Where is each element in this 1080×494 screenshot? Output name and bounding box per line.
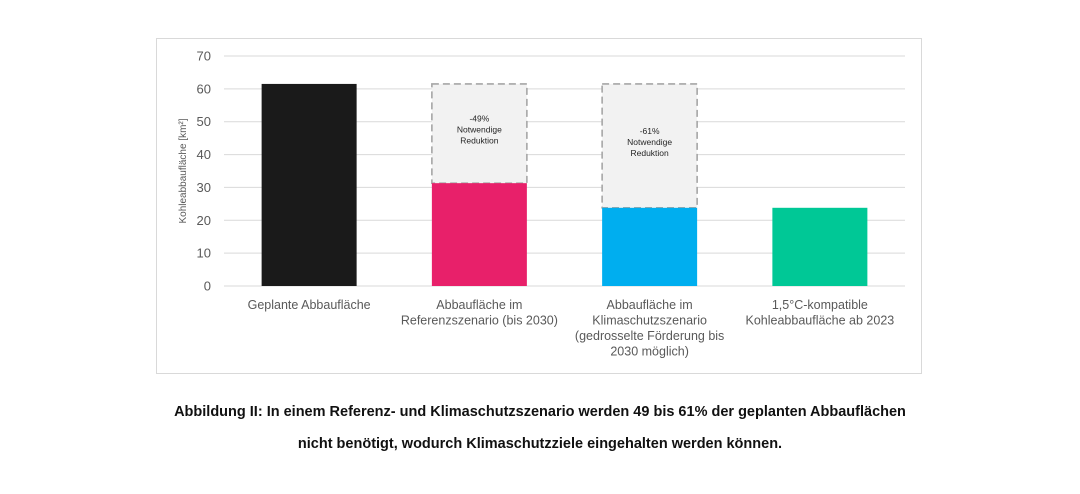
bar	[431, 183, 527, 286]
y-tick-label: 50	[197, 114, 211, 129]
reduction-label: Reduktion	[460, 136, 499, 146]
y-tick-label: 60	[197, 81, 211, 96]
y-tick-label: 40	[197, 147, 211, 162]
y-tick-label: 10	[197, 246, 211, 261]
caption-line-1: Abbildung II: In einem Referenz- und Kli…	[174, 404, 906, 420]
reduction-label: -49%	[469, 114, 489, 124]
x-category-label: Geplante Abbaufläche	[248, 298, 371, 312]
y-axis-label: Kohleabbaufläche [km²]	[178, 118, 189, 223]
x-category-label: Abbaufläche im	[436, 298, 522, 312]
reduction-box	[431, 83, 528, 184]
y-tick-label: 30	[197, 180, 211, 195]
reduction-box	[601, 83, 698, 209]
x-category-label: Klimaschutzszenario	[592, 314, 707, 328]
x-category-label: 1,5°C-kompatible	[772, 298, 868, 312]
bar-chart: 0 10 20 30 40 50 60 70 Kohleabbaufläche [km²] Gep…	[178, 49, 905, 359]
x-category-label: Kohleabbaufläche ab 2023	[746, 314, 895, 328]
x-category-label: Referenzszenario (bis 2030)	[401, 314, 558, 328]
x-category-label: (gedrosselte Förderung bis	[575, 329, 724, 343]
chart-frame: 0 10 20 30 40 50 60 70 Kohleabbaufläche [km²] Gep…	[156, 38, 922, 374]
figure-caption: Abbildung II: In einem Referenz- und Kli…	[0, 396, 1080, 460]
x-category-label: 2030 möglich)	[610, 345, 689, 359]
bar	[772, 207, 868, 286]
reduction-label: Reduktion	[630, 148, 669, 158]
y-tick-label: 20	[197, 213, 211, 228]
caption-line-2: nicht benötigt, wodurch Klimaschutzziele…	[297, 436, 783, 452]
reduction-label: Notwendige	[457, 125, 502, 135]
x-category-label: Abbaufläche im	[607, 298, 693, 312]
bar	[261, 83, 357, 286]
reduction-label: Notwendige	[627, 137, 672, 147]
reduction-label: -61%	[640, 126, 660, 136]
y-tick-label: 0	[204, 279, 211, 294]
y-tick-label: 70	[197, 49, 211, 64]
bar	[602, 207, 698, 286]
